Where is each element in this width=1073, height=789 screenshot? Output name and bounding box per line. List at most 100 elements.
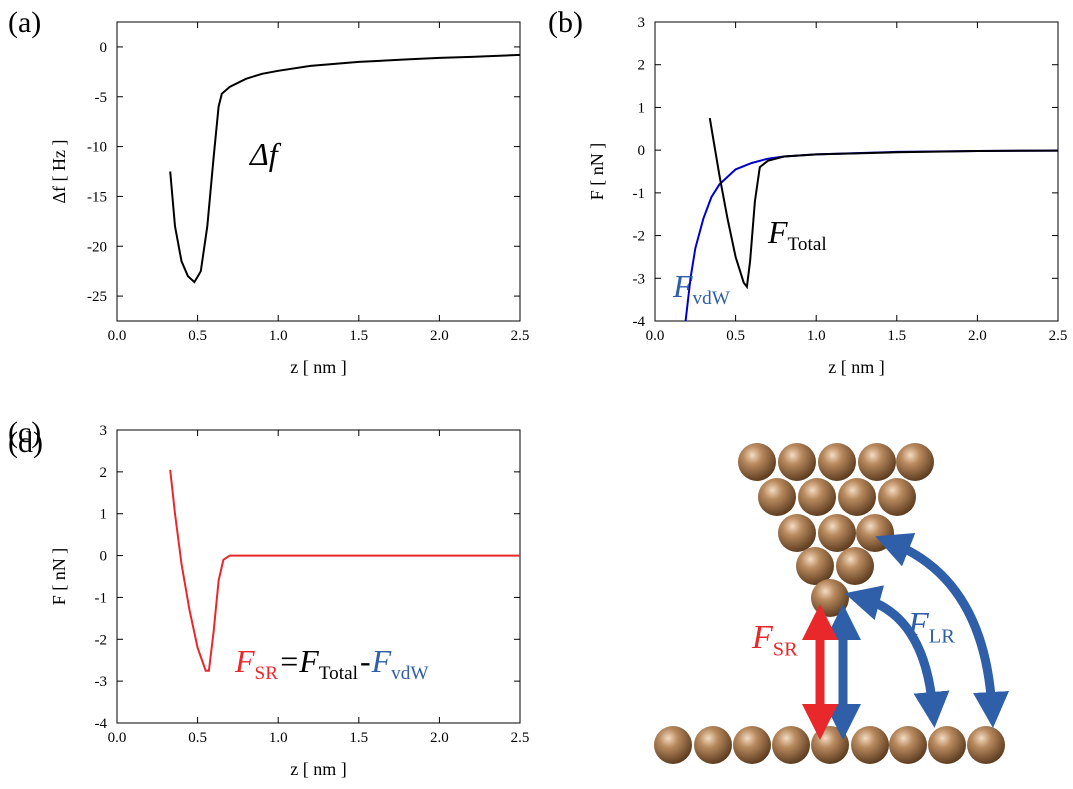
x-tick-label: 2.5 bbox=[511, 730, 530, 746]
x-axis-label: z [ nm ] bbox=[290, 357, 346, 377]
y-tick-label: 1 bbox=[638, 100, 646, 116]
x-tick-label: 2.0 bbox=[968, 328, 987, 344]
data-line bbox=[169, 469, 520, 672]
y-tick-label: 2 bbox=[100, 465, 108, 481]
atom bbox=[818, 514, 856, 552]
annotation: FTotal bbox=[767, 214, 827, 255]
y-tick-label: -1 bbox=[95, 590, 108, 606]
annotation-main: F bbox=[767, 214, 788, 250]
x-tick-label: 2.0 bbox=[430, 328, 449, 344]
x-axis-label: z [ nm ] bbox=[828, 357, 884, 377]
x-tick-label: 0.5 bbox=[188, 328, 207, 344]
atom bbox=[856, 514, 894, 552]
y-tick-label: 3 bbox=[638, 15, 646, 31]
atom bbox=[928, 726, 966, 764]
annotation-main: = bbox=[280, 643, 298, 679]
annotation: = bbox=[280, 643, 298, 679]
y-axis-label: Δf [ Hz ] bbox=[49, 139, 69, 203]
y-tick-label: 3 bbox=[100, 423, 108, 439]
annotation: FSR bbox=[234, 643, 278, 684]
y-tick-label: 1 bbox=[100, 507, 108, 523]
annotation-main: - bbox=[360, 643, 371, 679]
y-tick-label: -4 bbox=[633, 314, 646, 330]
y-axis-label: F [ nN ] bbox=[49, 548, 69, 606]
atom bbox=[738, 443, 776, 481]
annotation-main: F bbox=[672, 268, 693, 304]
atom bbox=[811, 579, 849, 617]
atom bbox=[778, 443, 816, 481]
y-tick-label: -1 bbox=[633, 186, 646, 202]
atom bbox=[858, 443, 896, 481]
x-tick-label: 0.0 bbox=[646, 328, 665, 344]
y-tick-label: -20 bbox=[87, 239, 107, 255]
atom bbox=[798, 478, 836, 516]
annotation-main: F bbox=[751, 619, 774, 656]
x-tick-label: 1.5 bbox=[887, 328, 906, 344]
atom bbox=[878, 478, 916, 516]
y-axis-label: F [ nN ] bbox=[587, 143, 607, 201]
y-tick-label: -25 bbox=[87, 289, 107, 305]
annotation: FvdW bbox=[371, 643, 430, 684]
y-tick-label: -4 bbox=[95, 716, 108, 732]
panel-label: (b) bbox=[548, 6, 583, 39]
atom bbox=[811, 726, 849, 764]
annotation: FLR bbox=[907, 606, 955, 647]
annotation-sub: Total bbox=[319, 663, 358, 684]
annotation-main: F bbox=[371, 643, 392, 679]
atom bbox=[889, 726, 927, 764]
y-tick-label: -2 bbox=[95, 632, 108, 648]
atom bbox=[818, 443, 856, 481]
x-tick-label: 2.5 bbox=[1049, 328, 1068, 344]
panel-label: (d) bbox=[8, 426, 43, 459]
y-tick-label: -3 bbox=[633, 271, 646, 287]
chart: (b) 0.0 0.5 1.0 1.5 2.0 2.5 -4 -3 -2 -1 0 1 2 3 z [ nm … bbox=[548, 6, 1067, 377]
annotation: Δf bbox=[248, 136, 282, 172]
x-tick-label: 0.5 bbox=[726, 328, 745, 344]
atom bbox=[772, 726, 810, 764]
atom bbox=[778, 514, 816, 552]
data-line bbox=[169, 53, 520, 284]
annotation-main: F bbox=[234, 643, 255, 679]
x-axis-label: z [ nm ] bbox=[290, 759, 346, 779]
y-tick-label: -5 bbox=[95, 90, 108, 106]
atom bbox=[836, 547, 874, 585]
annotation-sub: Total bbox=[788, 234, 827, 255]
y-tick-label: -15 bbox=[87, 189, 107, 205]
x-tick-label: 1.5 bbox=[349, 730, 368, 746]
chart: (c) 0.0 0.5 1.0 1.5 2.0 2.5 -4 -3 -2 -1 0 1 2 3 z [ nm … bbox=[8, 416, 529, 779]
annotation: FSR bbox=[751, 619, 798, 660]
annotation: - bbox=[360, 643, 371, 679]
atom bbox=[733, 726, 771, 764]
y-tick-label: -3 bbox=[95, 674, 108, 690]
annotation-sub: vdW bbox=[693, 288, 731, 309]
atom bbox=[694, 726, 732, 764]
y-tick-label: 0 bbox=[100, 40, 108, 56]
arrow bbox=[875, 532, 1009, 728]
annotation-sub: SR bbox=[255, 663, 279, 684]
x-tick-label: 1.0 bbox=[807, 328, 826, 344]
x-tick-label: 2.5 bbox=[511, 328, 530, 344]
panel-label: (c) bbox=[8, 416, 41, 449]
atom bbox=[896, 443, 934, 481]
data-line bbox=[708, 117, 1058, 290]
y-tick-label: -10 bbox=[87, 140, 107, 156]
y-tick-label: -2 bbox=[633, 229, 646, 245]
annotation-main: F bbox=[907, 606, 930, 643]
chart: (a) 0.0 0.5 1.0 1.5 2.0 2.5 -25 -20 -15 -10 -5 0 z [ … bbox=[8, 6, 529, 377]
y-tick-label: 2 bbox=[638, 58, 646, 74]
annotation-sub: vdW bbox=[391, 663, 429, 684]
atom bbox=[758, 478, 796, 516]
atom bbox=[851, 726, 889, 764]
x-tick-label: 0.0 bbox=[108, 730, 127, 746]
x-tick-label: 0.0 bbox=[108, 328, 127, 344]
annotation-sub: SR bbox=[773, 638, 798, 660]
annotation: FTotal bbox=[298, 643, 358, 684]
annotation: FvdW bbox=[672, 268, 731, 309]
panel-label: (a) bbox=[8, 6, 41, 39]
x-tick-label: 0.5 bbox=[188, 730, 207, 746]
x-tick-label: 1.0 bbox=[269, 328, 288, 344]
atom bbox=[967, 726, 1005, 764]
y-tick-label: 0 bbox=[638, 143, 646, 159]
